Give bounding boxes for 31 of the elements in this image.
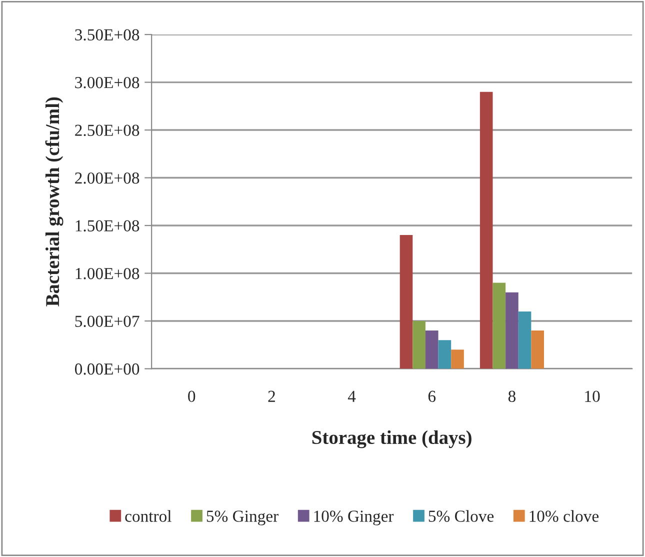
x-axis-title: Storage time (days) <box>312 430 472 448</box>
y-tick-label: 1.00E+08 <box>76 268 140 280</box>
x-tick-label: 6 <box>428 390 436 402</box>
legend-label: 10% Ginger <box>314 510 394 526</box>
bar <box>451 350 464 369</box>
y-tick-label: 1.50E+08 <box>76 220 140 232</box>
y-tick-label: 3.50E+08 <box>75 29 140 41</box>
bar <box>412 320 426 369</box>
y-tick-label: 5.00E+07 <box>75 316 140 328</box>
x-tick-label: 4 <box>348 390 356 402</box>
y-tick-label: 0.00E+00 <box>74 363 140 375</box>
bar <box>480 92 493 369</box>
bar <box>438 340 452 369</box>
x-tick-label: 0 <box>188 390 196 402</box>
bar <box>506 292 518 369</box>
legend-label: control <box>125 510 172 522</box>
bar <box>531 330 544 369</box>
legend-label: 5% Clove <box>428 510 494 522</box>
bar <box>518 311 532 369</box>
bar <box>425 330 438 369</box>
bar <box>492 282 506 369</box>
y-tick-label: 3.00E+08 <box>75 76 140 88</box>
x-tick-label: 8 <box>508 390 516 402</box>
y-axis-title: Bacterial growth (cfu/ml) <box>45 97 64 306</box>
x-tick-label: 2 <box>268 390 275 402</box>
y-tick-label: 2.00E+08 <box>75 172 140 184</box>
x-tick-label: 10 <box>585 390 600 402</box>
bar <box>400 235 413 369</box>
y-tick-label: 2.50E+08 <box>75 124 140 136</box>
legend-label: 5% Ginger <box>206 510 278 526</box>
legend-label: 10% clove <box>530 510 599 522</box>
